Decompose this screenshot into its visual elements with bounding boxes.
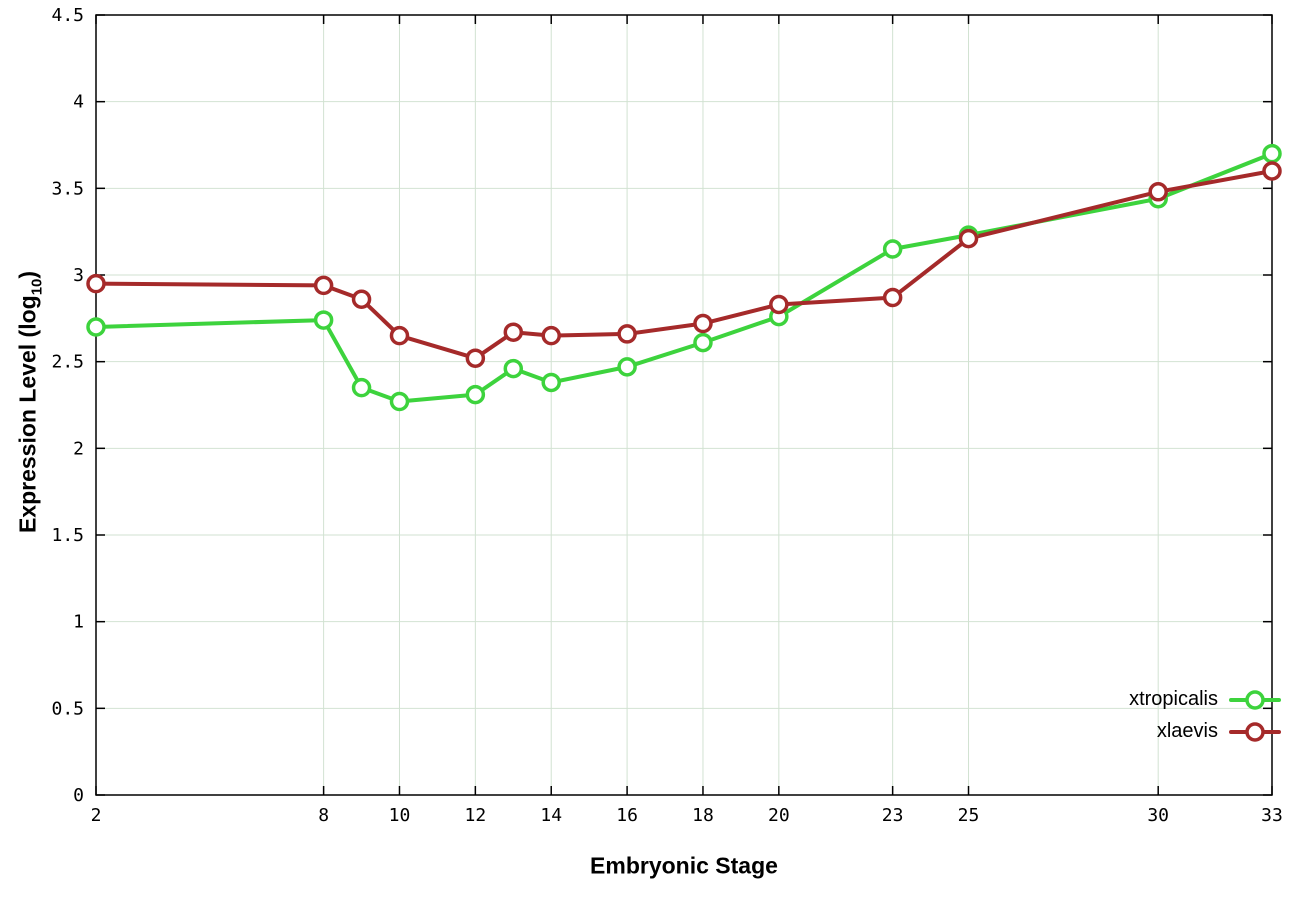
data-point-xlaevis (351, 289, 372, 310)
legend: xtropicalis xlaevis (1129, 688, 1282, 743)
data-point-xtropicalis (465, 384, 486, 405)
legend-label-xlaevis: xlaevis (1156, 720, 1218, 742)
data-point-xlaevis (1262, 161, 1282, 181)
legend-label-xtropicalis: xtropicalis (1129, 688, 1218, 710)
x-tick-label: 25 (958, 805, 980, 826)
data-point-xtropicalis (541, 372, 561, 393)
plot-border (95, 14, 1273, 796)
data-point-xlaevis (503, 322, 524, 342)
data-point-xlaevis (541, 325, 561, 346)
data-point-xlaevis (693, 313, 713, 334)
data-point-xlaevis (86, 273, 106, 294)
x-tick-label: 10 (389, 805, 411, 826)
y-tick-label: 0.5 (51, 698, 84, 719)
x-tick-label: 2 (91, 805, 102, 826)
data-point-xtropicalis (351, 377, 372, 398)
y-axis-label-subscript: 10 (28, 278, 46, 296)
data-point-xtropicalis (617, 357, 637, 377)
series-line-xlaevis (94, 169, 1274, 361)
legend-item-xtropicalis: xtropicalis (1129, 688, 1282, 711)
data-point-xtropicalis (693, 332, 713, 353)
data-point-xlaevis (958, 228, 979, 249)
x-tick-label: 14 (540, 805, 562, 826)
y-axis-label-text: Expression Level (log (14, 295, 41, 534)
data-point-xlaevis (882, 287, 903, 308)
data-point-xlaevis (389, 325, 410, 346)
y-axis-label: Expression Level (log10) (15, 271, 46, 533)
y-tick-label: 4.5 (51, 5, 84, 26)
data-point-xlaevis (1148, 182, 1168, 202)
x-tick-label: 8 (318, 805, 329, 826)
y-tick-label: 2.5 (51, 352, 84, 373)
data-point-xlaevis (769, 294, 789, 315)
data-point-xlaevis (465, 348, 486, 368)
x-axis-label: Embryonic Stage (590, 852, 778, 879)
data-point-xtropicalis (313, 310, 334, 330)
x-tick-label: 12 (465, 805, 487, 826)
x-tick-label: 20 (768, 805, 790, 826)
y-axis-label-suffix: ) (14, 270, 41, 279)
series-line-xtropicalis (94, 151, 1274, 404)
y-tick-label: 2 (73, 438, 84, 459)
data-point-xtropicalis (503, 358, 524, 379)
data-point-xtropicalis (882, 239, 903, 259)
y-tick-label: 3.5 (51, 178, 84, 199)
y-tick-label: 1.5 (51, 525, 84, 546)
y-tick-label: 3 (73, 265, 84, 286)
x-tick-label: 18 (692, 805, 714, 826)
x-tick-label: 16 (616, 805, 638, 826)
y-tick-label: 4 (73, 92, 84, 113)
legend-item-xlaevis: xlaevis (1157, 720, 1282, 743)
data-point-xlaevis (617, 324, 637, 344)
data-point-xtropicalis (389, 391, 410, 412)
y-tick-label: 0 (73, 785, 84, 806)
data-point-xlaevis (313, 275, 334, 296)
y-tick-label: 1 (73, 612, 84, 633)
data-point-xtropicalis (86, 317, 106, 337)
x-tick-label: 23 (882, 805, 904, 826)
x-tick-label: 30 (1147, 805, 1169, 826)
legend-sample-xlaevis-icon (1229, 721, 1281, 742)
data-point-xtropicalis (1262, 143, 1282, 164)
legend-sample-xtropicalis-icon (1229, 689, 1281, 710)
x-tick-label: 33 (1261, 805, 1283, 826)
